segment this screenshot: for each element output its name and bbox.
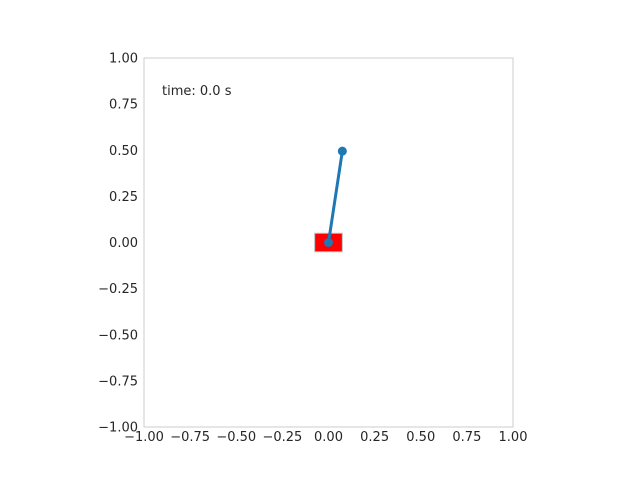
y-tick-label: −0.25 (98, 282, 138, 297)
y-tick-label: 0.25 (109, 190, 138, 205)
x-tick-label: 0.25 (360, 430, 389, 445)
y-tick-label: −0.75 (98, 374, 138, 389)
x-tick-label: −0.50 (216, 430, 256, 445)
pivot-point (324, 238, 333, 247)
x-tick-label: −1.00 (124, 430, 164, 445)
pendulum-layer (324, 146, 347, 247)
axes-frame (143, 57, 514, 428)
x-tick-label: 0.75 (452, 430, 481, 445)
x-tick-label: 1.00 (499, 430, 528, 445)
y-tick-label: 1.00 (109, 52, 138, 67)
pendulum-rod (327, 149, 344, 244)
y-tick-label: 0.50 (109, 144, 138, 159)
y-tick-label: −0.50 (98, 328, 138, 343)
y-tick-label: 0.75 (109, 98, 138, 113)
y-tick-labels: −1.00 −0.75 −0.50 −0.25 0.00 0.25 0.50 0.75 1.00 (98, 52, 138, 436)
x-tick-labels: −1.00 −0.75 −0.50 −0.25 0.00 0.25 0.50 0.75 1.00 (124, 430, 527, 445)
y-tick-label: −1.00 (98, 421, 138, 436)
x-tick-label: −0.25 (262, 430, 302, 445)
time-annotation: time: 0.0 s (162, 84, 232, 99)
y-tick-label: 0.00 (109, 236, 138, 251)
x-tick-label: 0.00 (314, 430, 343, 445)
x-tick-label: −0.75 (170, 430, 210, 445)
x-tick-label: 0.50 (406, 430, 435, 445)
bob-point (337, 146, 347, 156)
